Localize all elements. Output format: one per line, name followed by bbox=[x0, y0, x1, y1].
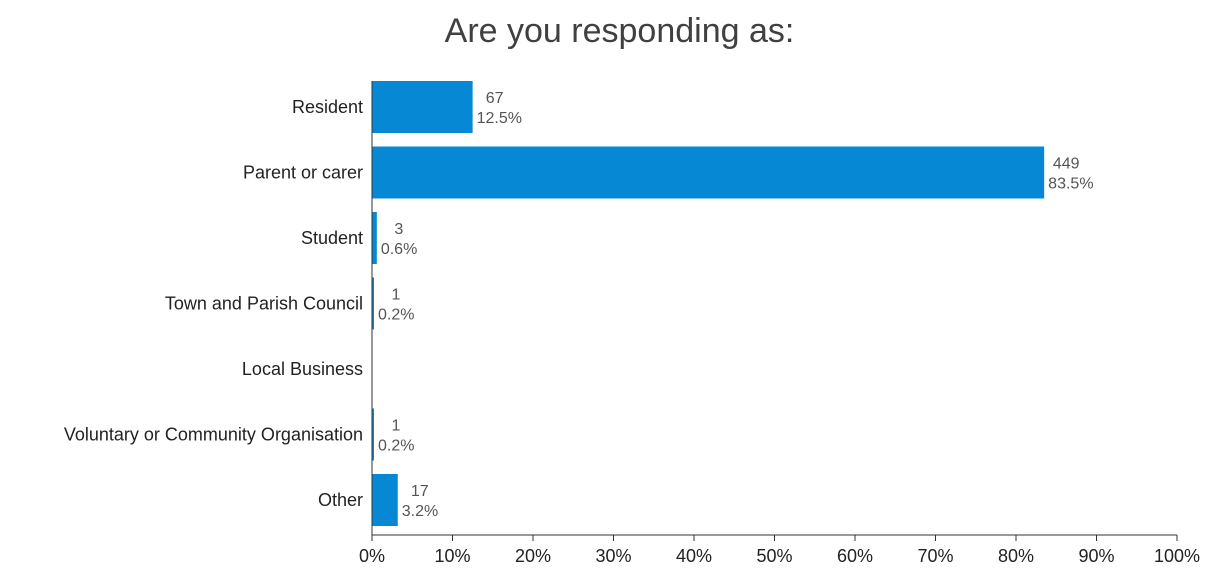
category-label: Voluntary or Community Organisation bbox=[64, 425, 363, 445]
category-label: Local Business bbox=[242, 359, 363, 379]
data-label-count: 17 bbox=[411, 483, 429, 500]
data-label-percent: 12.5% bbox=[477, 110, 522, 127]
chart-title: Are you responding as: bbox=[444, 12, 795, 50]
bar bbox=[372, 212, 377, 264]
data-label-count: 449 bbox=[1053, 156, 1080, 173]
data-label-percent: 3.2% bbox=[402, 503, 438, 520]
x-tick-label: 10% bbox=[434, 546, 470, 566]
bar bbox=[372, 408, 374, 461]
category-label: Parent or carer bbox=[243, 163, 363, 183]
x-tick-label: 0% bbox=[359, 546, 385, 566]
category-label: Town and Parish Council bbox=[165, 294, 363, 314]
x-tick-label: 20% bbox=[515, 546, 551, 566]
data-label-percent: 83.5% bbox=[1048, 176, 1093, 193]
data-label-percent: 0.6% bbox=[381, 241, 417, 258]
x-tick-label: 90% bbox=[1078, 546, 1114, 566]
bar bbox=[372, 474, 398, 526]
x-tick-label: 30% bbox=[595, 546, 631, 566]
x-tick-label: 40% bbox=[676, 546, 712, 566]
bar bbox=[372, 277, 374, 330]
x-tick-label: 70% bbox=[917, 546, 953, 566]
data-label-percent: 0.2% bbox=[378, 438, 414, 455]
bar bbox=[372, 81, 473, 133]
category-label: Resident bbox=[292, 97, 363, 117]
x-tick-label: 100% bbox=[1154, 546, 1200, 566]
category-label: Other bbox=[318, 490, 363, 510]
data-label-count: 1 bbox=[392, 287, 401, 304]
data-label-count: 3 bbox=[394, 221, 403, 238]
x-tick-label: 60% bbox=[837, 546, 873, 566]
category-label: Student bbox=[301, 228, 363, 248]
data-label-count: 67 bbox=[486, 90, 504, 107]
data-label-count: 1 bbox=[392, 418, 401, 435]
x-tick-label: 80% bbox=[998, 546, 1034, 566]
bar bbox=[372, 146, 1045, 199]
x-tick-label: 50% bbox=[756, 546, 792, 566]
data-label-percent: 0.2% bbox=[378, 307, 414, 324]
